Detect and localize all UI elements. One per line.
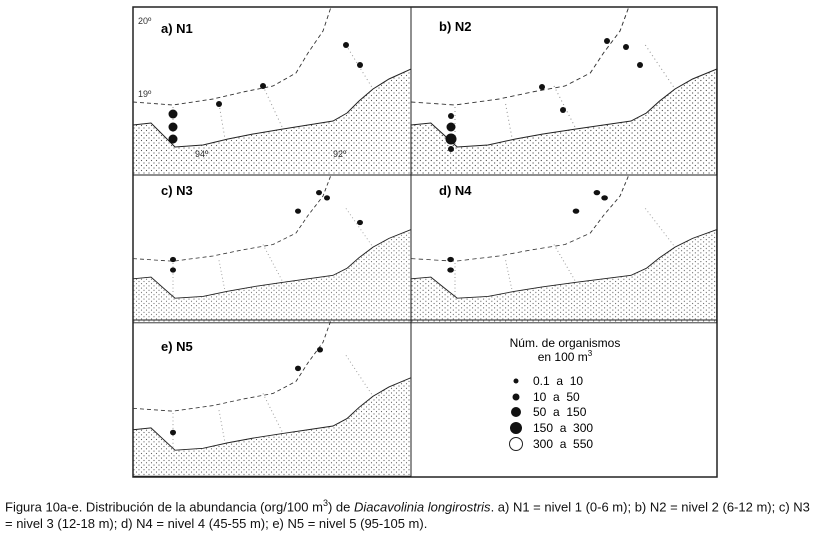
panel xyxy=(132,319,412,477)
station xyxy=(593,189,601,196)
station xyxy=(447,267,454,273)
panel: b) N2 xyxy=(410,6,718,176)
legend: Núm. de organismos en 100 m3 0.1 a 10 10… xyxy=(509,336,621,451)
station xyxy=(317,346,323,353)
station xyxy=(324,195,330,201)
lon-label: 94º xyxy=(195,149,209,159)
legend-title: en 100 m3 xyxy=(538,349,593,364)
station xyxy=(170,256,176,263)
station xyxy=(511,407,521,417)
panel-label: c) N3 xyxy=(161,183,193,198)
panel xyxy=(410,174,718,324)
lat-label: 19º xyxy=(138,89,152,99)
station xyxy=(448,113,454,119)
station xyxy=(510,422,522,434)
panel-label: a) N1 xyxy=(161,21,193,36)
legend-item: 10 a 50 xyxy=(533,390,580,404)
station xyxy=(604,38,610,44)
station xyxy=(295,208,301,214)
legend-item: 150 a 300 xyxy=(533,421,593,435)
station xyxy=(343,42,349,48)
panel-label: b) N2 xyxy=(439,19,472,34)
frame xyxy=(132,6,718,478)
station xyxy=(601,195,608,201)
panel-label: e) N5 xyxy=(161,339,193,354)
station xyxy=(539,84,545,90)
station xyxy=(513,378,519,384)
caption: Figura 10a-e. Distribución de la abundan… xyxy=(5,498,810,532)
station xyxy=(637,62,643,68)
station xyxy=(357,62,363,68)
station xyxy=(447,256,454,263)
panel xyxy=(132,174,412,324)
legend-item: 0.1 a 10 xyxy=(533,374,583,388)
figure: a) N1 20º 19º 94º 92º b) N2 c) N3 d) N4 … xyxy=(132,6,718,478)
station xyxy=(446,122,456,132)
station xyxy=(445,133,457,145)
station xyxy=(357,219,363,226)
station xyxy=(572,208,580,214)
lon-label: 92º xyxy=(333,149,347,159)
legend-title: Núm. de organismos xyxy=(510,336,621,350)
legend-item: 50 a 150 xyxy=(533,405,587,419)
station xyxy=(168,134,178,144)
station xyxy=(216,101,222,107)
panel-label: d) N4 xyxy=(439,183,472,198)
lat-label: 20º xyxy=(138,16,152,26)
station xyxy=(448,146,454,152)
station xyxy=(512,393,520,401)
legend-item: 300 a 550 xyxy=(533,437,593,451)
station xyxy=(170,267,176,273)
panel: a) N1 20º 19º 94º 92º xyxy=(132,6,412,176)
station xyxy=(168,122,178,132)
station xyxy=(168,109,178,119)
station xyxy=(560,107,566,113)
station xyxy=(260,83,266,89)
station xyxy=(170,429,176,436)
station xyxy=(623,44,629,50)
station xyxy=(316,189,322,196)
station xyxy=(509,437,523,451)
station xyxy=(295,365,301,372)
